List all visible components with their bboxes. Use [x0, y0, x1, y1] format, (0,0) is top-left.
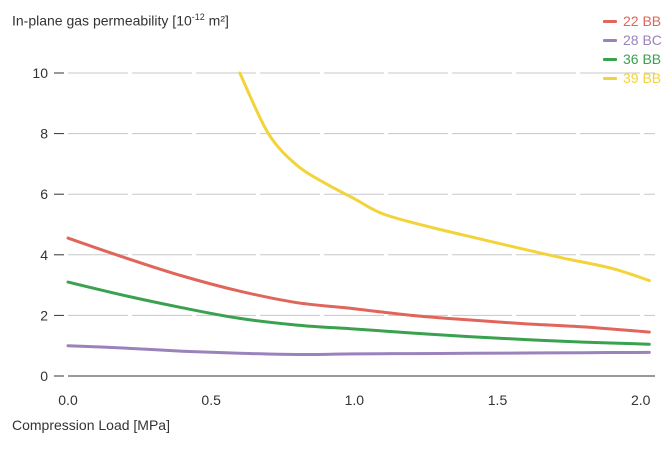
legend: 22 BB 28 BC 36 BB 39 BB: [603, 12, 662, 88]
legend-swatch: [603, 39, 617, 42]
series-line-22-bb: [66, 236, 651, 334]
y-tick-label: 4: [40, 247, 48, 263]
legend-label: 22 BB: [623, 13, 662, 29]
series-line-36-bb: [66, 280, 651, 346]
y-tick-label: 0: [40, 368, 48, 384]
y-tick-label: 2: [40, 307, 48, 323]
legend-label: 36 BB: [623, 51, 662, 67]
series-layer: [66, 71, 651, 357]
x-tick-label: 1.0: [345, 392, 365, 408]
chart-title: In-plane gas permeability [10-12 m²]: [12, 12, 229, 29]
x-axis-label: Compression Load [MPa]: [12, 417, 170, 433]
grid-layer: [68, 72, 655, 316]
x-tick-label: 1.5: [488, 392, 508, 408]
series-line-28-bc: [66, 344, 651, 357]
legend-item-22-bb: 22 BB: [603, 12, 662, 31]
chart-title-prefix: In-plane gas permeability [10: [12, 12, 192, 29]
legend-label: 28 BC: [623, 32, 662, 48]
y-tick-label: 10: [32, 65, 48, 81]
y-tick-label: 8: [40, 126, 48, 142]
legend-item-28-bc: 28 BC: [603, 31, 662, 50]
series-line-39-bb: [238, 71, 651, 283]
x-tick-label: 0.5: [201, 392, 221, 408]
legend-swatch: [603, 20, 617, 23]
x-tick-label: 2.0: [631, 392, 651, 408]
legend-swatch: [603, 77, 617, 80]
chart-title-exponent: -12: [191, 12, 205, 22]
y-tick-label: 6: [40, 186, 48, 202]
legend-item-39-bb: 39 BB: [603, 69, 662, 88]
y-axis: 0 2 4 6 8 10: [32, 65, 64, 384]
legend-item-36-bb: 36 BB: [603, 50, 662, 69]
legend-swatch: [603, 58, 617, 61]
chart-title-suffix: m²]: [204, 12, 229, 29]
legend-label: 39 BB: [623, 70, 662, 86]
x-axis: 0.0 0.5 1.0 1.5 2.0: [58, 375, 655, 408]
x-tick-label: 0.0: [58, 392, 78, 408]
